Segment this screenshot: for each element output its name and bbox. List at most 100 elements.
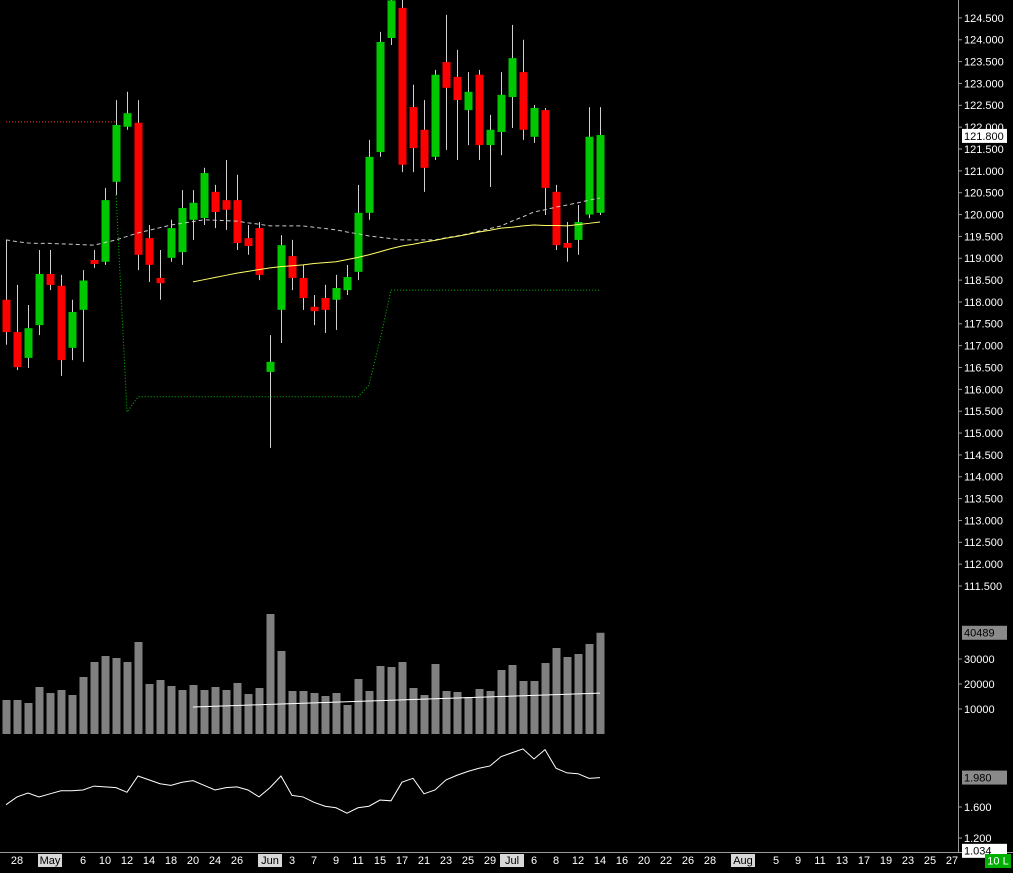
candle-body <box>475 74 484 146</box>
volume-bar <box>563 657 572 734</box>
candle-body <box>189 202 198 220</box>
candle-body <box>519 72 528 130</box>
overlay-line <box>192 221 601 283</box>
x-tick-label: 16 <box>616 855 628 867</box>
y-tick-label: 115.500 <box>964 406 1003 418</box>
volume-bar <box>13 700 22 734</box>
candle-body <box>244 238 253 247</box>
x-tick-label: 24 <box>209 855 221 867</box>
y-tick-label: 122.500 <box>964 100 1004 112</box>
candle-body <box>552 191 561 246</box>
volume-bar <box>211 687 220 734</box>
candle-body <box>200 173 209 219</box>
volume-bar <box>178 690 187 734</box>
candle-body <box>321 298 330 310</box>
x-tick-label: 19 <box>880 855 892 867</box>
y-tick-label: 1.200 <box>964 833 992 845</box>
x-tick-label: 8 <box>553 855 559 867</box>
volume-bar <box>310 693 319 734</box>
x-tick-label: 12 <box>572 855 584 867</box>
x-tick-label: 27 <box>946 855 958 867</box>
volume-bar <box>79 677 88 734</box>
x-tick-label: 25 <box>924 855 936 867</box>
candle-body <box>299 277 308 299</box>
candle-body <box>574 221 583 240</box>
month-box <box>500 854 524 867</box>
overlay-line <box>115 194 600 414</box>
x-tick-label: May <box>40 855 61 867</box>
candle-body <box>145 238 154 265</box>
x-tick-label: 25 <box>462 855 474 867</box>
y-tick-label: 123.000 <box>964 78 1004 90</box>
candle-body <box>343 277 352 291</box>
candle-body <box>431 74 440 157</box>
y-tick-label: 121.000 <box>964 166 1004 178</box>
y-tick-label: 117.500 <box>964 319 1003 331</box>
y-tick-label: 118.500 <box>964 275 1003 287</box>
x-tick-label: 20 <box>638 855 650 867</box>
status-badge: 10 L <box>987 855 1008 867</box>
volume-bar <box>442 691 451 734</box>
y-tick-label: 112.500 <box>964 537 1003 549</box>
status-badge-box <box>985 854 1011 868</box>
x-tick-label: 10 <box>99 855 111 867</box>
volume-bar <box>244 694 253 734</box>
volume-bar <box>266 614 275 734</box>
volume-bar <box>189 685 198 734</box>
volume-bar <box>453 692 462 734</box>
candle-body <box>508 58 517 98</box>
x-tick-label: 28 <box>11 855 23 867</box>
y-tick-label: 119.000 <box>964 253 1003 265</box>
candle-body <box>398 7 407 165</box>
candle-body <box>464 91 473 111</box>
candle-body <box>387 0 396 39</box>
candle-body <box>365 156 374 213</box>
candle-body <box>332 287 341 300</box>
candle-body <box>585 136 594 215</box>
x-tick-label: 6 <box>531 855 537 867</box>
x-tick-label: 26 <box>682 855 694 867</box>
month-box <box>38 854 62 867</box>
x-tick-label: 18 <box>165 855 177 867</box>
volume-bar <box>486 691 495 734</box>
y-tick-label: 117.000 <box>964 341 1003 353</box>
volume-bar <box>57 690 66 734</box>
y-tick-label: 30000 <box>964 654 995 666</box>
candle-body <box>288 256 297 278</box>
x-tick-label: 17 <box>858 855 870 867</box>
candle-body <box>255 228 264 275</box>
volume-bar <box>145 684 154 734</box>
candle-body <box>354 212 363 272</box>
volume-bar <box>68 695 77 734</box>
volume-bar <box>475 689 484 734</box>
candle-body <box>266 361 275 372</box>
candle-body <box>497 94 506 132</box>
volume-bar <box>288 691 297 734</box>
candle-body <box>442 62 451 88</box>
volume-bar <box>497 670 506 734</box>
volume-bar <box>343 705 352 734</box>
x-tick-label: 29 <box>484 855 496 867</box>
month-box <box>731 854 755 867</box>
volume-bar <box>420 695 429 734</box>
x-tick-label: 3 <box>289 855 295 867</box>
value-box <box>962 128 1007 143</box>
volume-bar <box>376 666 385 734</box>
y-tick-label: 118.000 <box>964 297 1003 309</box>
candle-body <box>376 41 385 153</box>
candle-body <box>123 113 132 127</box>
candle-body <box>409 107 418 149</box>
panels <box>2 614 605 814</box>
candle-body <box>134 122 143 255</box>
x-tick-label: 26 <box>231 855 243 867</box>
y-tick-label: 111.500 <box>964 581 1002 593</box>
x-tick-label: 28 <box>704 855 716 867</box>
y-tick-label: 1.600 <box>964 802 992 814</box>
value-box-label: 121.800 <box>964 131 1004 143</box>
candle-body <box>420 129 429 168</box>
y-tick-label: 120.500 <box>964 188 1004 200</box>
volume-bar <box>200 690 209 734</box>
x-tick-label: 5 <box>773 855 779 867</box>
